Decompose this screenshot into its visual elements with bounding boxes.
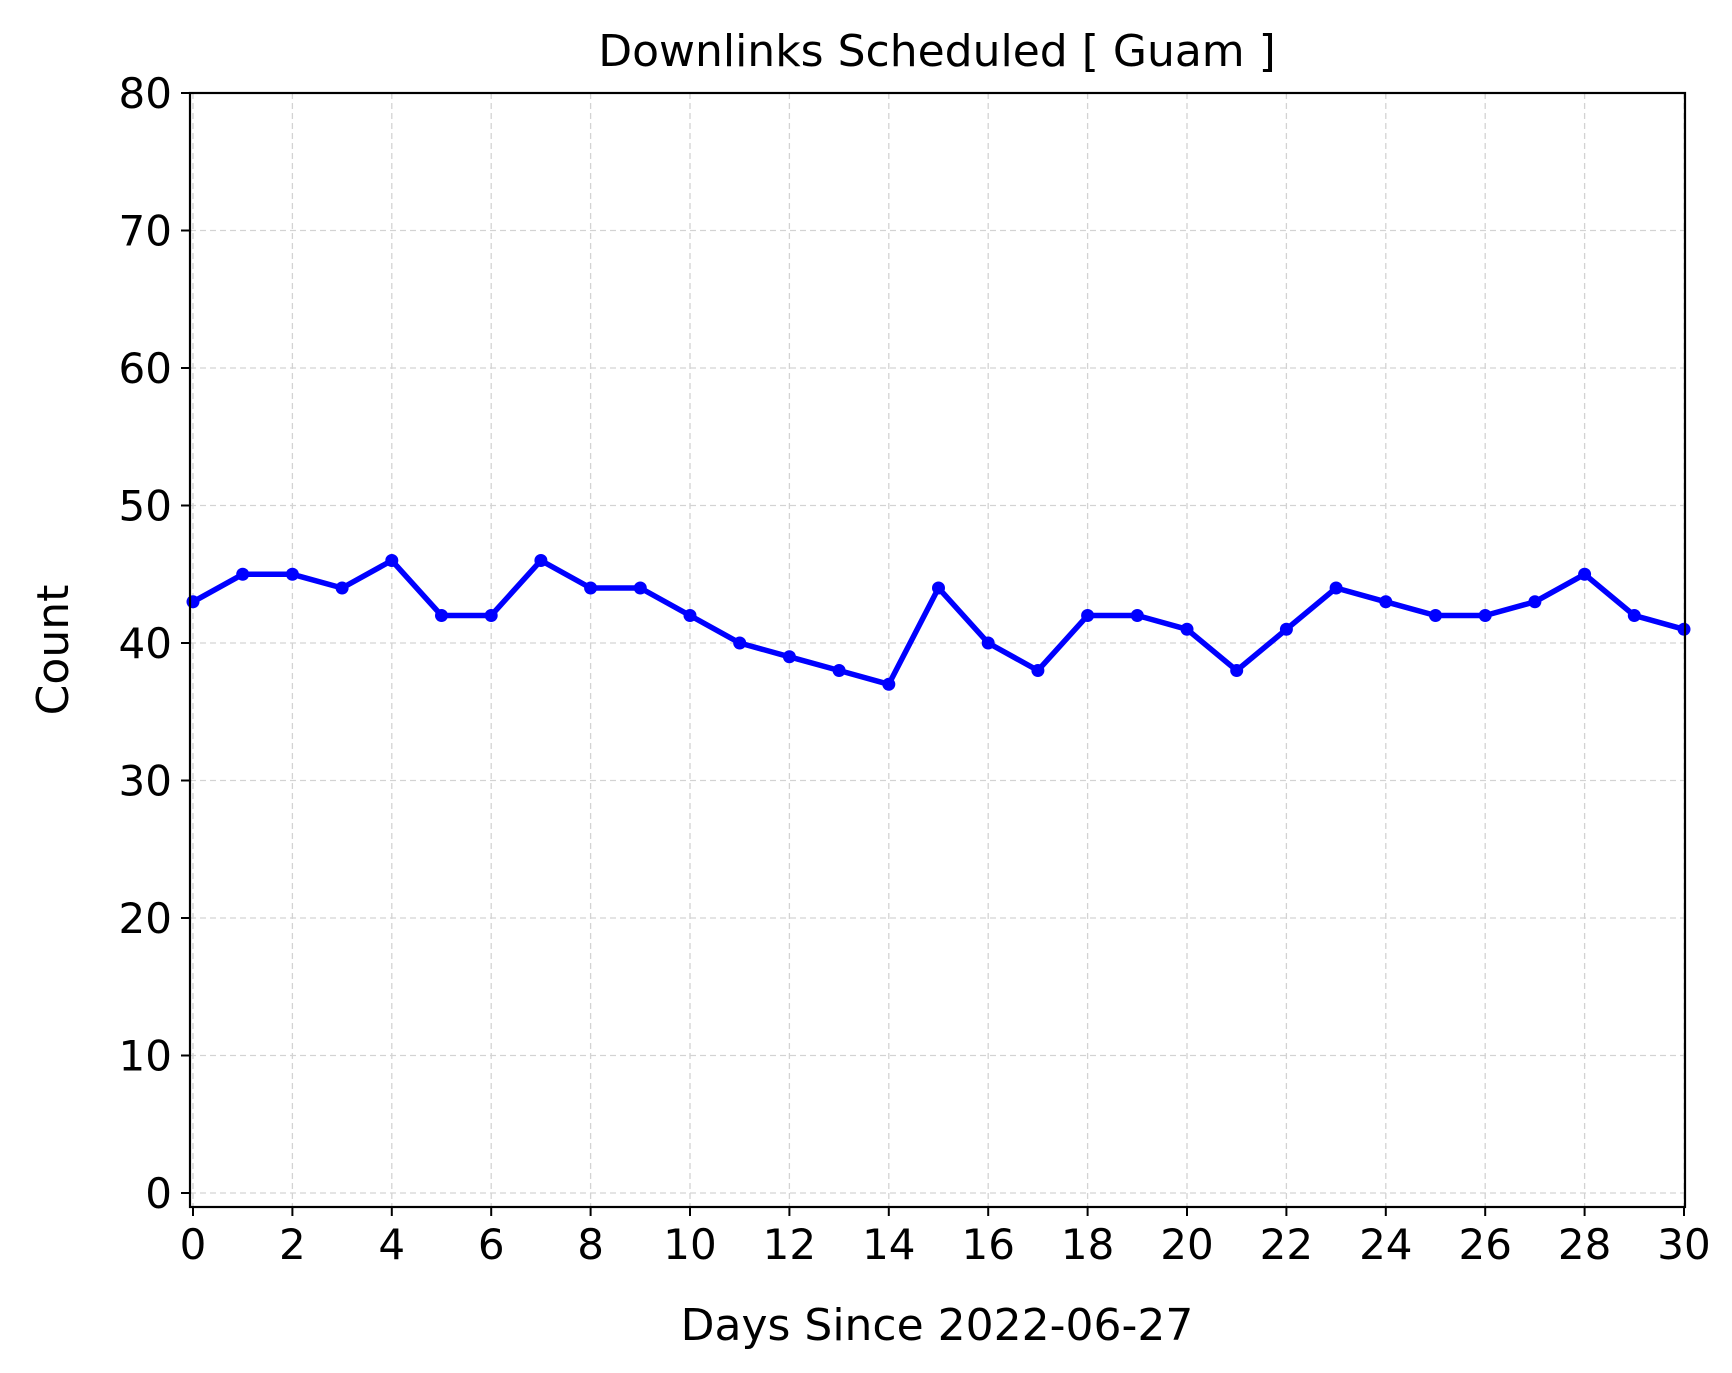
data-point: [1429, 609, 1442, 622]
x-tick-label: 24: [1359, 1220, 1412, 1269]
y-tick-label: 50: [119, 482, 172, 531]
x-tick-label: 10: [663, 1220, 716, 1269]
data-point: [1329, 581, 1343, 595]
x-tick-label: 6: [478, 1220, 505, 1269]
y-tick-label: 30: [119, 757, 172, 806]
y-tick-label: 60: [119, 344, 172, 393]
x-tick-label: 26: [1458, 1220, 1511, 1269]
y-tick-label: 0: [145, 1169, 172, 1218]
x-tick-label: 18: [1061, 1220, 1114, 1269]
data-point: [1528, 595, 1542, 609]
data-point: [1279, 622, 1293, 636]
chart-title: Downlinks Scheduled [ Guam ]: [598, 26, 1276, 77]
data-point: [484, 609, 498, 622]
y-axis-label: Count: [28, 585, 79, 716]
data-point: [1180, 622, 1194, 636]
x-tick-label: 2: [279, 1220, 306, 1269]
data-point: [1031, 664, 1045, 677]
data-point: [1081, 609, 1095, 622]
data-point: [683, 609, 697, 622]
x-tick-label: 12: [763, 1220, 816, 1269]
x-axis-label: Days Since 2022-06-27: [681, 1300, 1194, 1351]
data-point: [1578, 567, 1592, 581]
plot-frame: [188, 91, 1687, 1209]
data-point: [1230, 664, 1244, 677]
data-point: [1627, 609, 1641, 622]
data-point: [534, 554, 548, 567]
data-point: [236, 567, 250, 581]
data-point: [832, 664, 846, 677]
data-point: [1130, 609, 1144, 622]
y-tick-label: 70: [119, 207, 172, 256]
series-line: [190, 557, 1687, 688]
tick-layer: 0 2 4 6 8 10 12 14 16 18 20 22 24 26 28 300102030405060…: [119, 69, 1711, 1269]
data-point: [1379, 595, 1393, 609]
x-tick-label: 4: [378, 1220, 405, 1269]
data-point: [1478, 609, 1492, 622]
data-point: [186, 595, 200, 609]
y-tick-label: 40: [119, 619, 172, 668]
x-tick-label: 22: [1260, 1220, 1313, 1269]
grid-layer: [190, 92, 1685, 1207]
x-tick-label: 20: [1160, 1220, 1213, 1269]
data-point: [385, 554, 399, 567]
y-tick-label: 20: [119, 894, 172, 943]
data-point: [733, 636, 747, 650]
x-tick-label: 28: [1558, 1220, 1611, 1269]
y-tick-label: 80: [119, 69, 172, 118]
x-tick-label: 8: [577, 1220, 604, 1269]
y-tick-label: 10: [119, 1032, 172, 1081]
x-tick-label: 30: [1657, 1220, 1710, 1269]
data-point: [782, 650, 796, 664]
data-point: [633, 581, 647, 595]
data-point: [285, 567, 299, 581]
data-point: [882, 677, 896, 691]
data-point: [932, 581, 945, 595]
x-tick-label: 16: [961, 1220, 1014, 1269]
data-point: [981, 636, 995, 650]
data-point: [435, 609, 448, 622]
data-point: [335, 581, 349, 595]
x-tick-label: 14: [862, 1220, 915, 1269]
x-tick-label: 0: [180, 1220, 207, 1269]
series-layer: [186, 554, 1691, 691]
data-point: [584, 581, 598, 595]
